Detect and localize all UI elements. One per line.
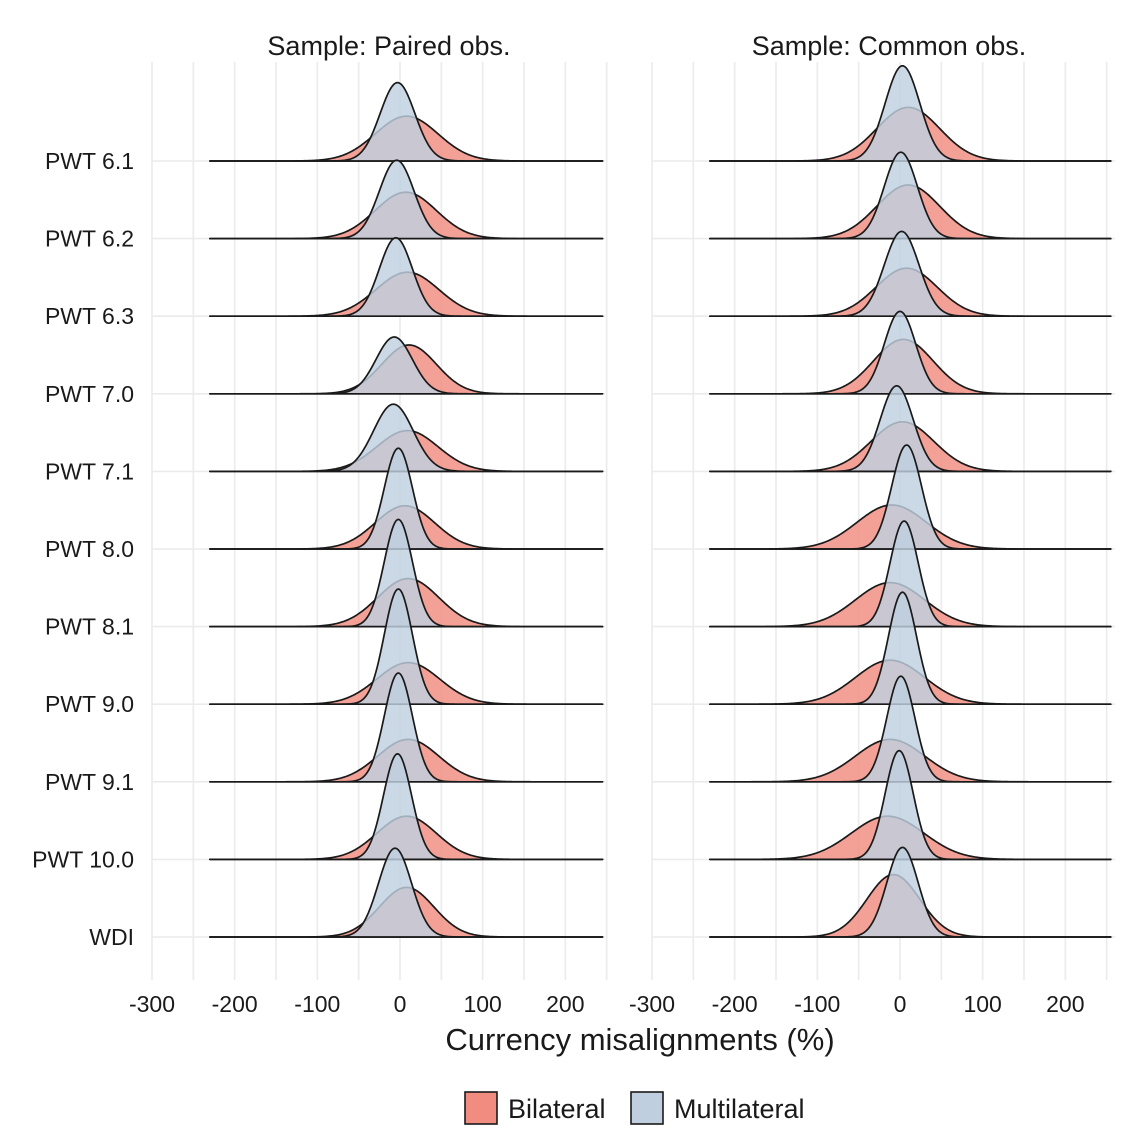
ridge-multilateral-pwt-6-3 <box>709 230 1112 318</box>
x-tick-label: -200 <box>212 991 258 1017</box>
ridge-multilateral-pwt-8-1 <box>209 518 604 628</box>
x-tick-label: 200 <box>1046 991 1084 1017</box>
legend-key-bilateral <box>464 1091 498 1125</box>
facet-panel-2: Sample: Common obs. -300 -200 -100 0 100 200 <box>629 31 1115 1017</box>
x-tick-label: -200 <box>712 991 758 1017</box>
row-label: PWT 6.2 <box>45 226 134 252</box>
legend-key-multilateral <box>630 1091 664 1125</box>
row-label: PWT 10.0 <box>32 846 134 872</box>
row-label: PWT 9.1 <box>45 769 134 795</box>
facet-panel-1: Sample: Paired obs. -300 -200 -100 0 100 200 <box>129 31 608 1017</box>
ridge-multilateral-pwt-10-0 <box>209 753 604 861</box>
row-label: PWT 8.0 <box>45 536 134 562</box>
ridge-multilateral-pwt-7-1 <box>209 403 604 473</box>
x-tick-label: 100 <box>963 991 1001 1017</box>
ridge-multilateral-pwt-9-0 <box>209 588 604 706</box>
ridge-multilateral-pwt-7-0 <box>209 336 604 395</box>
facet-title: Sample: Common obs. <box>752 31 1027 61</box>
x-tick-label: 200 <box>546 991 584 1017</box>
legend: Bilateral Multilateral <box>464 1091 805 1125</box>
legend-label-bilateral: Bilateral <box>508 1094 606 1124</box>
x-tick-label: 0 <box>394 991 407 1017</box>
ridge-multilateral-pwt-10-0 <box>709 749 1112 861</box>
ridges <box>709 64 1112 938</box>
x-tick-label: -100 <box>294 991 340 1017</box>
x-tick-labels: -300 -200 -100 0 100 200 <box>629 991 1085 1017</box>
legend-label-multilateral: Multilateral <box>674 1094 805 1124</box>
row-label: PWT 6.3 <box>45 303 134 329</box>
x-axis-title: Currency misalignments (%) <box>445 1022 834 1057</box>
row-label: PWT 7.0 <box>45 381 134 407</box>
x-tick-label: 100 <box>463 991 501 1017</box>
row-label: PWT 6.1 <box>45 148 134 174</box>
ridge-multilateral-pwt-9-1 <box>209 672 604 783</box>
ridge-multilateral-pwt-9-1 <box>709 675 1112 783</box>
ridge-multilateral-pwt-6-1 <box>709 64 1112 162</box>
ridge-multilateral-pwt-6-2 <box>209 159 604 240</box>
ridges <box>209 81 604 938</box>
x-tick-label: -300 <box>629 991 675 1017</box>
ridge-multilateral-pwt-7-1 <box>709 384 1112 473</box>
x-tick-label: -100 <box>794 991 840 1017</box>
row-label: WDI <box>89 924 134 950</box>
row-label: PWT 7.1 <box>45 458 134 484</box>
ridge-multilateral-pwt-6-3 <box>209 236 604 318</box>
ridge-multilateral-pwt-6-2 <box>709 151 1112 240</box>
ridge-multilateral-pwt-7-0 <box>709 310 1112 395</box>
x-tick-label: -300 <box>129 991 175 1017</box>
ridge-multilateral-wdi <box>209 847 604 938</box>
row-label: PWT 9.0 <box>45 691 134 717</box>
x-tick-labels: -300 -200 -100 0 100 200 <box>129 991 585 1017</box>
ridge-multilateral-wdi <box>709 846 1112 938</box>
facet-title: Sample: Paired obs. <box>267 31 510 61</box>
ridge-multilateral-pwt-8-0 <box>209 447 604 550</box>
ridge-multilateral-pwt-9-0 <box>709 591 1112 706</box>
x-tick-label: 0 <box>894 991 907 1017</box>
row-label: PWT 8.1 <box>45 614 134 640</box>
vertical-grid <box>151 62 608 980</box>
ridge-multilateral-pwt-8-0 <box>709 444 1112 550</box>
ridge-multilateral-pwt-8-1 <box>709 520 1112 628</box>
row-labels: PWT 6.1 PWT 6.2 PWT 6.3 PWT 7.0 PWT 7.1 PWT 8… <box>32 148 134 950</box>
ridge-multilateral-pwt-6-1 <box>209 81 604 162</box>
